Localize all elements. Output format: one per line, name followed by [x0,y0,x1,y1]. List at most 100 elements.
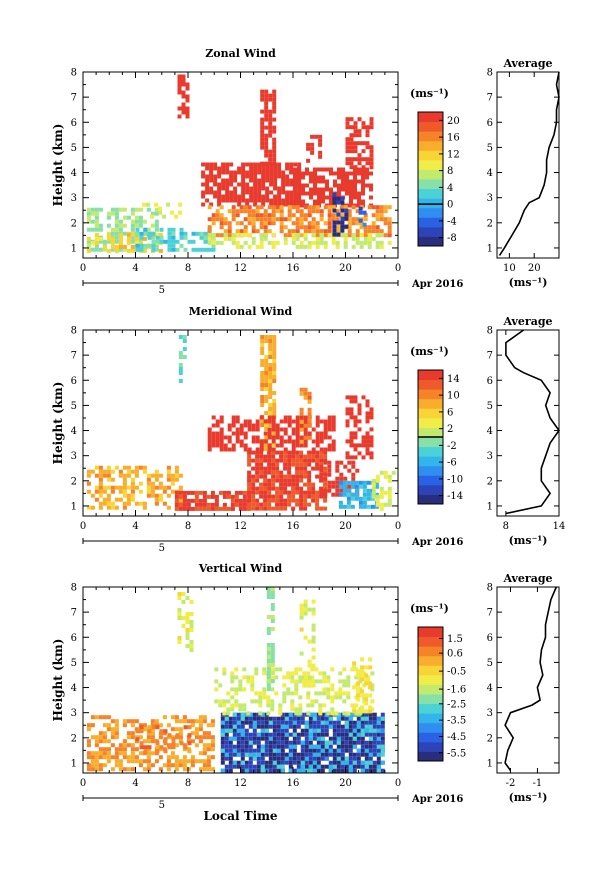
meridional-cell [303,439,308,444]
zonal-cell [357,171,361,176]
zonal-cell [211,243,216,248]
vertical-cell [356,736,361,741]
meridional-cell [365,403,370,408]
zonal-colorbar-label: 4 [447,183,453,194]
vertical-cell [187,725,192,730]
zonal-cell [227,225,232,230]
zonal-cell [239,205,244,210]
meridional-cell [247,486,252,491]
meridional-cell [275,502,280,507]
vertical-cell [316,748,321,753]
zonal-cell [269,174,274,179]
zonal-cell [94,223,99,228]
meridional-cell [365,399,370,404]
meridional-cell [303,443,308,448]
vertical-cell [90,715,95,720]
meridional-cell [335,460,340,465]
vertical-cell [360,768,365,773]
meridional-cell [353,399,358,404]
vertical-cell [150,739,155,744]
vertical-colorbar-swatch [418,732,443,743]
vertical-cell [276,740,281,745]
zonal-cell [283,225,288,230]
vertical-cell [178,727,183,732]
meridional-cell [267,482,272,487]
vertical-cell [340,724,345,729]
vertical-cell [268,756,273,761]
vertical-cell [252,728,257,733]
zonal-cell [340,216,345,221]
zonal-cell [264,153,269,158]
zonal-cell [171,231,176,236]
meridional-colorbar-swatch [418,389,443,400]
vertical-cell [150,731,155,736]
zonal-avg-unit: (ms⁻¹) [509,276,548,289]
meridional-cell [303,427,308,432]
vertical-cell [330,683,335,688]
vertical-cell [348,764,353,769]
vertical-cell [356,709,361,714]
zonal-cell [268,121,273,126]
zonal-cell [209,178,214,183]
meridional-cell [268,367,273,371]
meridional-cell [94,489,99,494]
meridional-cell [154,477,159,482]
zonal-cell [264,161,269,166]
zonal-cell [179,231,184,236]
vertical-cell [372,740,377,745]
meridional-cell [315,454,320,459]
vertical-cell [290,679,295,684]
zonal-cell [295,244,300,249]
meridional-cell [299,490,304,495]
meridional-cell [323,427,328,432]
meridional-cell [358,480,363,485]
vertical-cell [307,663,312,668]
meridional-cell [279,482,284,487]
meridional-cell [142,469,147,474]
vertical-cell [190,731,195,736]
vertical-cell [348,752,353,757]
vertical-cell [154,719,159,724]
zonal-cell [177,90,182,95]
vertical-cell [240,760,245,765]
vertical-cell [214,687,219,692]
zonal-colorbar-swatch [418,121,443,132]
zonal-cell [289,198,294,203]
meridional-cell [263,486,268,491]
zonal-cell [311,217,316,222]
vertical-cell [364,740,369,745]
vertical-cell [240,764,245,769]
meridional-xtick-label: 8 [185,521,191,532]
vertical-cell [202,751,207,756]
meridional-cell [178,363,183,367]
vertical-cell [210,723,215,728]
meridional-cell [357,403,362,408]
zonal-cell [268,133,273,138]
zonal-cell [297,175,301,180]
meridional-cell [264,335,269,339]
zonal-cell [272,145,277,150]
vertical-cell [228,724,233,729]
zonal-cell [223,229,228,234]
meridional-cell [315,450,320,455]
vertical-colorbar-frame [417,626,444,762]
zonal-cell [341,183,345,188]
zonal-cell [142,248,147,253]
vertical-cell [110,767,115,772]
vertical-cell [364,701,369,706]
vertical-cell [376,760,381,765]
meridional-avg-ytick-label: 8 [487,326,493,337]
meridional-cell [259,458,264,463]
vertical-cell [360,752,365,757]
zonal-cell [264,101,269,106]
zonal-cell [345,121,350,126]
zonal-cell [285,182,290,187]
zonal-cell [114,223,119,228]
meridional-cell [291,458,296,463]
vertical-cell [118,763,123,768]
meridional-cell [287,439,292,444]
zonal-cell [217,182,222,187]
vertical-cell [336,756,341,761]
vertical-cell [330,707,335,712]
zonal-cell [268,117,273,122]
